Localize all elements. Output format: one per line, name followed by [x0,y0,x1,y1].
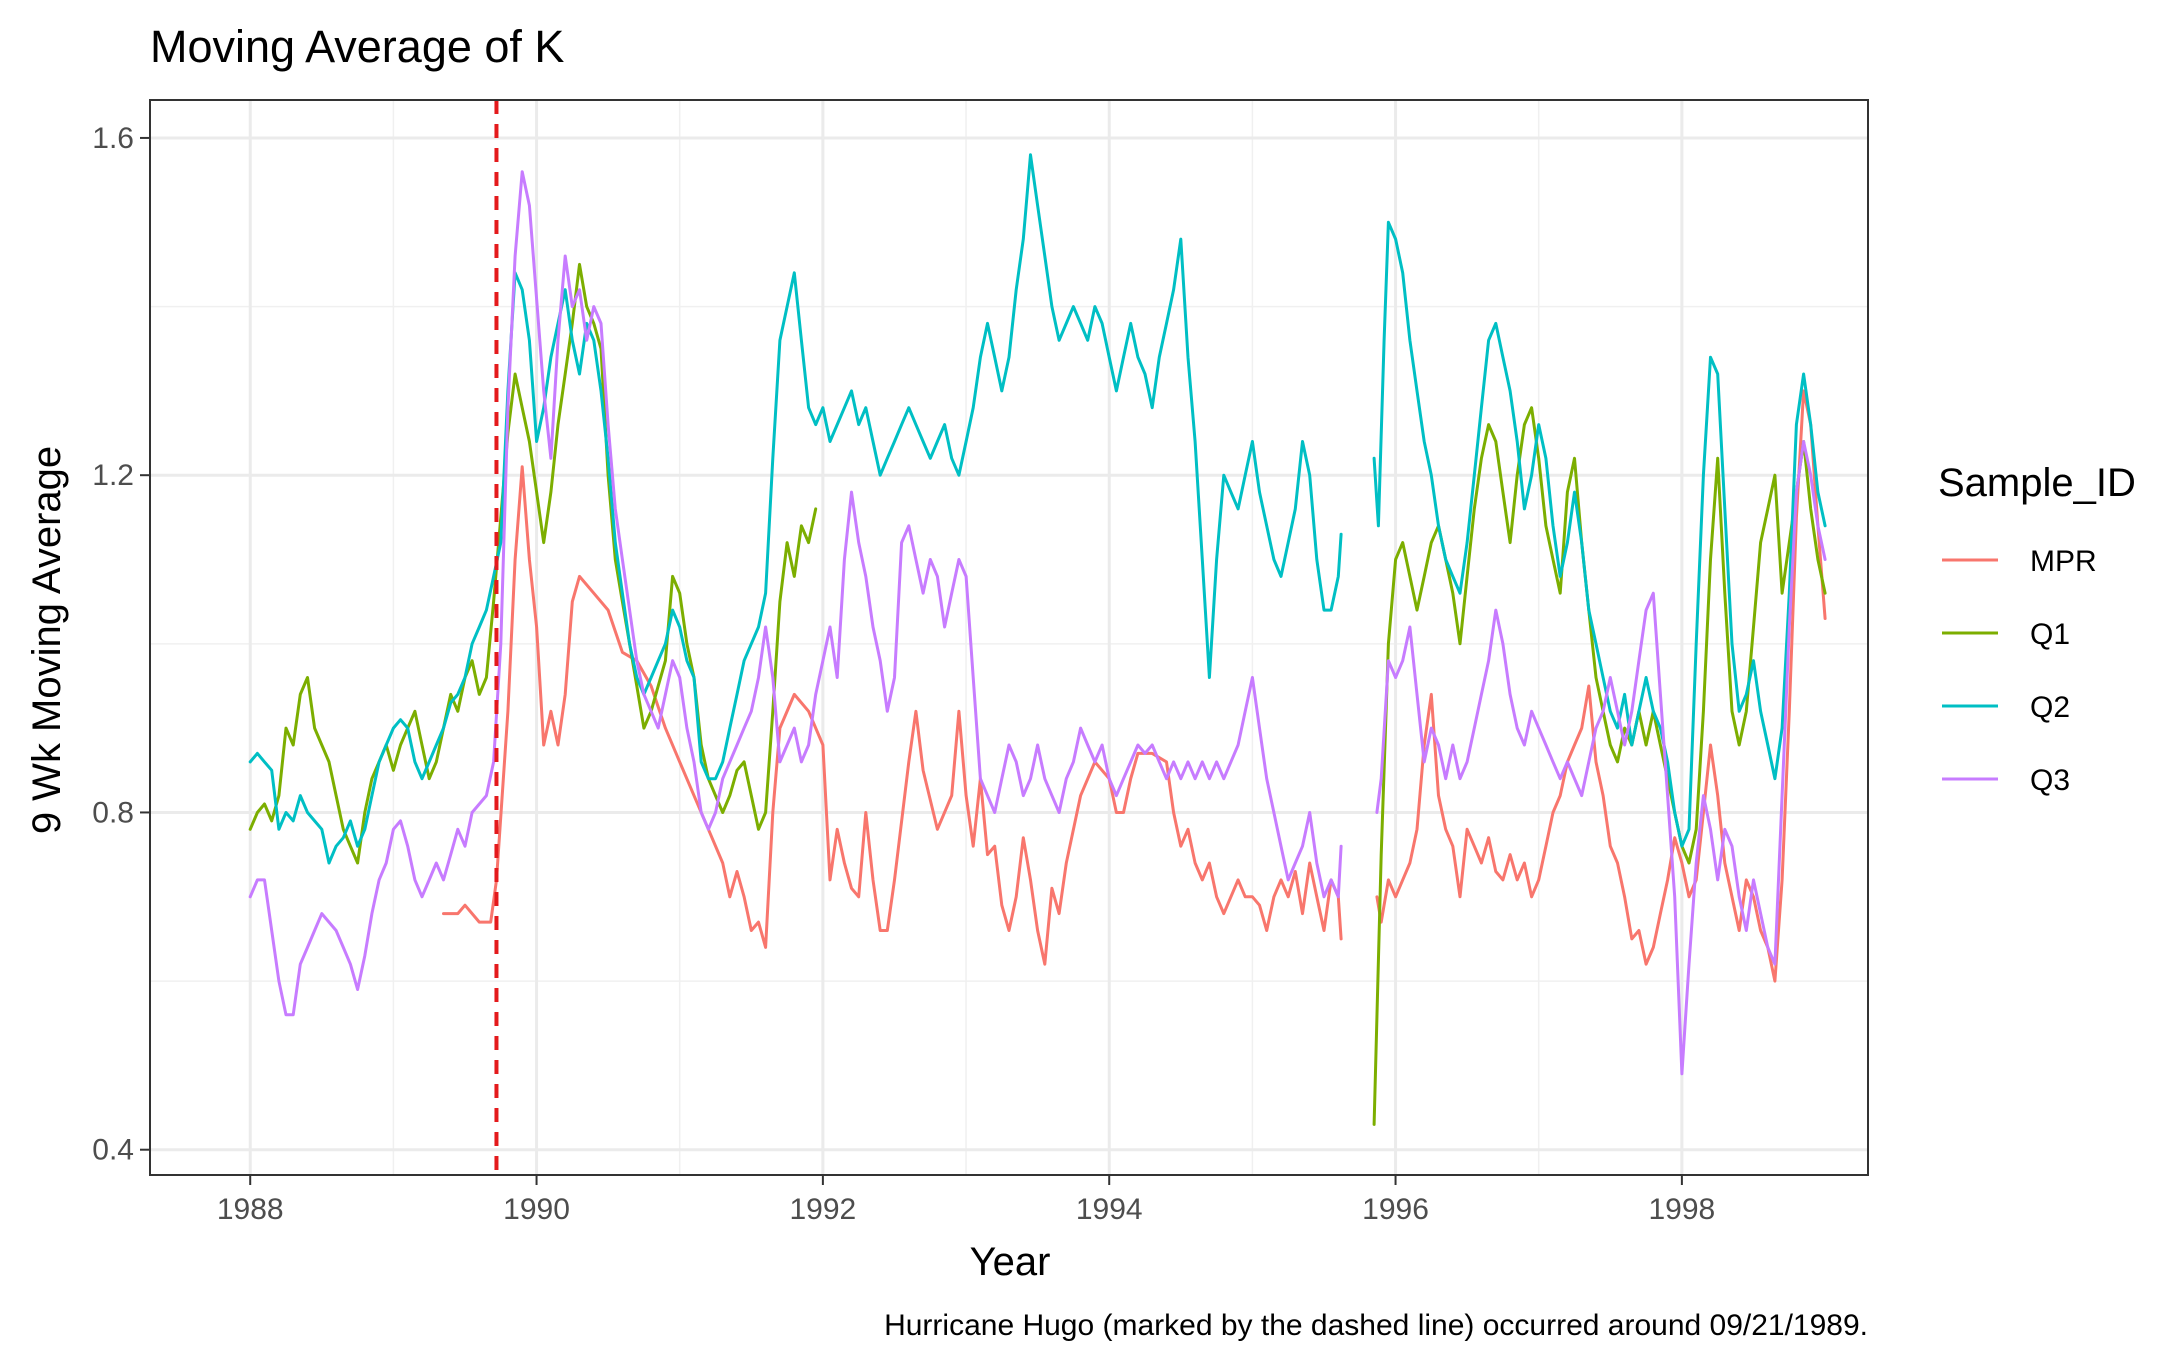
y-axis-ticks: 0.4 0.8 1.2 1.6 [92,122,150,1167]
series-line-q3 [1375,440,1827,1076]
series-line-q3 [248,170,1343,1017]
chart-caption: Hurricane Hugo (marked by the dashed lin… [884,1309,1868,1342]
legend-label-q1: Q1 [2030,618,2070,651]
series-line-q2 [248,153,1343,865]
plot-background [150,100,1868,1175]
y-tick-label: 0.4 [92,1134,134,1167]
legend-label-q3: Q3 [2030,764,2070,797]
plot-border [149,99,1869,1176]
x-axis-ticks: 1988 1990 1992 1994 1996 1998 [217,1175,1715,1226]
x-tick-label: 1990 [503,1193,570,1226]
legend: Sample_ID MPR Q1 Q2 Q3 [1938,461,2136,797]
legend-label-mpr: MPR [2030,545,2097,578]
x-axis-title: Year [970,1240,1051,1284]
x-tick-label: 1988 [217,1193,284,1226]
plot-area [150,100,1868,1175]
y-tick-label: 1.6 [92,122,134,155]
x-tick-label: 1992 [790,1193,857,1226]
y-axis-title: 9 Wk Moving Average [25,446,69,834]
x-tick-label: 1998 [1649,1193,1716,1226]
series-line-q1 [1372,406,1827,1126]
legend-title: Sample_ID [1938,461,2136,505]
series-line-mpr [1375,389,1827,983]
legend-label-q2: Q2 [2030,691,2070,724]
series-line-mpr [442,465,1343,966]
y-tick-label: 0.8 [92,796,134,829]
y-tick-label: 1.2 [92,459,134,492]
series-lines [248,153,1827,1126]
series-line-q2 [1372,220,1827,848]
x-tick-label: 1994 [1076,1193,1143,1226]
x-tick-label: 1996 [1362,1193,1429,1226]
chart-title: Moving Average of K [150,21,564,72]
